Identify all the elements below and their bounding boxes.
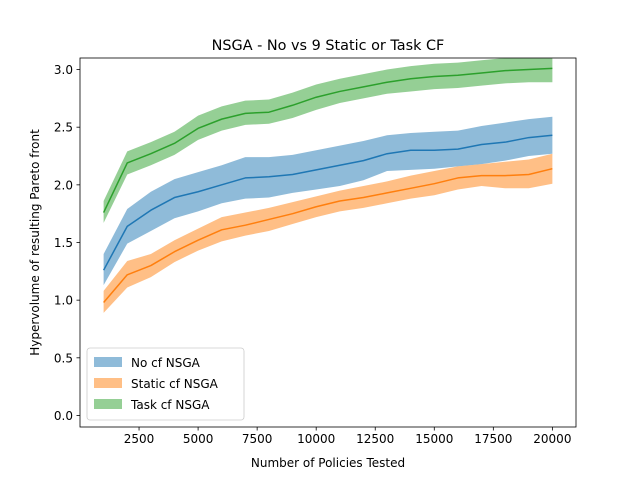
y-tick-label: 0.0 [54, 409, 73, 423]
legend: No cf NSGA Static cf NSGA Task cf NSGA [86, 347, 245, 421]
y-axis-ticks: 0.0 0.5 1.0 1.5 2.0 2.5 3.0 [54, 63, 80, 423]
y-tick-label: 3.0 [54, 63, 73, 77]
y-tick-label: 1.0 [54, 294, 73, 308]
x-tick-label: 2500 [124, 432, 155, 446]
legend-label-2: Task cf NSGA [130, 398, 210, 412]
band-series-1 [103, 153, 553, 313]
legend-swatch-0 [94, 357, 122, 367]
y-tick-label: 2.5 [54, 121, 73, 135]
band-series-2 [103, 58, 553, 223]
line-series-0 [102, 134, 553, 271]
x-tick-label: 10000 [297, 432, 335, 446]
y-tick-label: 0.5 [54, 351, 73, 365]
legend-label-0: No cf NSGA [131, 356, 201, 370]
x-tick-label: 20000 [533, 432, 571, 446]
y-tick-label: 1.5 [54, 236, 73, 250]
line-series-2 [102, 67, 553, 213]
mean-lines [102, 67, 553, 303]
x-tick-label: 15000 [415, 432, 453, 446]
legend-frame [86, 347, 245, 421]
legend-swatch-1 [94, 378, 122, 388]
band-series-0 [103, 116, 553, 286]
y-tick-label: 2.0 [54, 178, 73, 192]
y-axis-label: Hypervolume of resulting Pareto front [28, 129, 42, 356]
x-tick-label: 5000 [183, 432, 214, 446]
chart-title: NSGA - No vs 9 Static or Task CF [212, 38, 445, 54]
legend-label-1: Static cf NSGA [131, 377, 219, 391]
legend-swatch-2 [94, 399, 122, 409]
x-axis-label: Number of Policies Tested [251, 456, 405, 470]
x-tick-label: 12500 [356, 432, 394, 446]
x-tick-label: 7500 [242, 432, 273, 446]
confidence-bands [103, 58, 553, 313]
x-axis-ticks: 2500 5000 7500 10000 12500 15000 17500 20000 [124, 427, 571, 446]
x-tick-label: 17500 [474, 432, 512, 446]
line-series-1 [103, 167, 553, 303]
